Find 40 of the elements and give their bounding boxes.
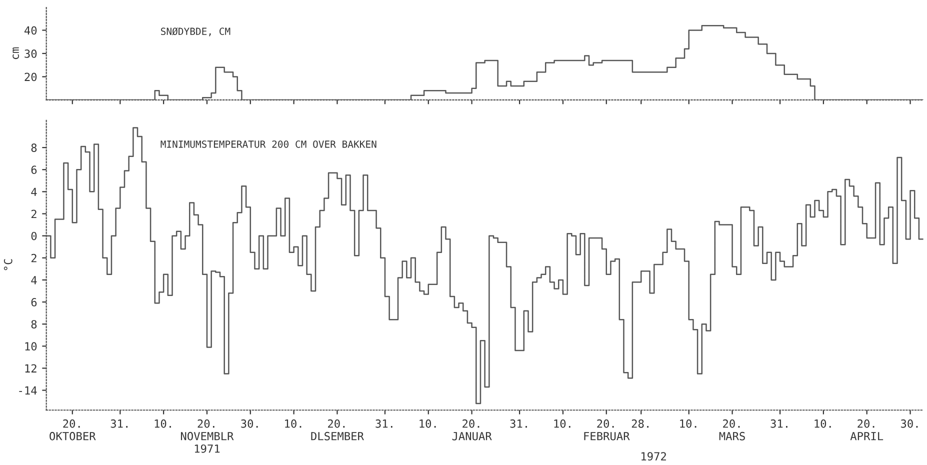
x-tick-label: 31. — [110, 419, 128, 428]
x-tick-label: 31. — [376, 419, 392, 428]
y-tick-label: 10 — [25, 342, 37, 351]
y-tick-label: 4 — [31, 276, 37, 284]
y-tick-label: 6 — [31, 166, 37, 174]
y-axis-title: °C — [4, 259, 12, 270]
x-tick-label: 20. MARS — [719, 419, 745, 440]
y-tick-label: 20 — [24, 72, 37, 82]
x-tick-label: 28. — [632, 419, 648, 428]
x-tick-label: 30. — [900, 419, 918, 428]
x-tick-label: 31. — [510, 419, 527, 428]
y-tick-label: 2 — [31, 254, 36, 262]
y-tick-label: 4 — [31, 188, 37, 196]
x-tick-label: 20. JANUAR — [452, 419, 492, 440]
x-tick-label: 20. OKTOBER — [50, 419, 96, 440]
y-axis-title: cm — [12, 47, 20, 60]
x-tick-label: 31. — [770, 419, 788, 428]
x-tick-label: 10. — [814, 419, 831, 428]
x-tick-label: 20. FEBRUAR — [584, 419, 630, 440]
y-tick-label: 8 — [31, 320, 37, 328]
y-tick-label: 40 — [24, 26, 37, 35]
y-tick-label: 6 — [31, 298, 37, 306]
x-tick-label: 10. — [420, 419, 436, 428]
y-tick-label: 2 — [31, 210, 36, 218]
y-tick-label: 0 — [31, 232, 37, 240]
text: MINIMUMSTEMPERATUR 200 CM OVER BAKKEN — [160, 140, 376, 148]
x-tick-label: 10. — [285, 419, 302, 428]
x-tick-label: 10. — [154, 419, 171, 428]
x-tick-label: 20. DLSEMBER — [311, 419, 364, 440]
y-tick-label: -14 — [19, 386, 37, 395]
x-tick-label: 30. — [241, 419, 258, 428]
text: SNØDYBDE, CM — [161, 27, 230, 36]
text: 1972 — [641, 452, 666, 461]
y-tick-label: 12 — [25, 364, 36, 372]
x-tick-label: 20. APRIL — [850, 419, 884, 440]
x-tick-label: 10. — [554, 419, 570, 428]
y-tick-label: 8 — [31, 144, 37, 152]
x-tick-label: 20. NOVEMBLR 1971 — [180, 419, 234, 453]
x-tick-label: 10. — [680, 419, 696, 428]
y-tick-label: 30 — [24, 49, 37, 58]
